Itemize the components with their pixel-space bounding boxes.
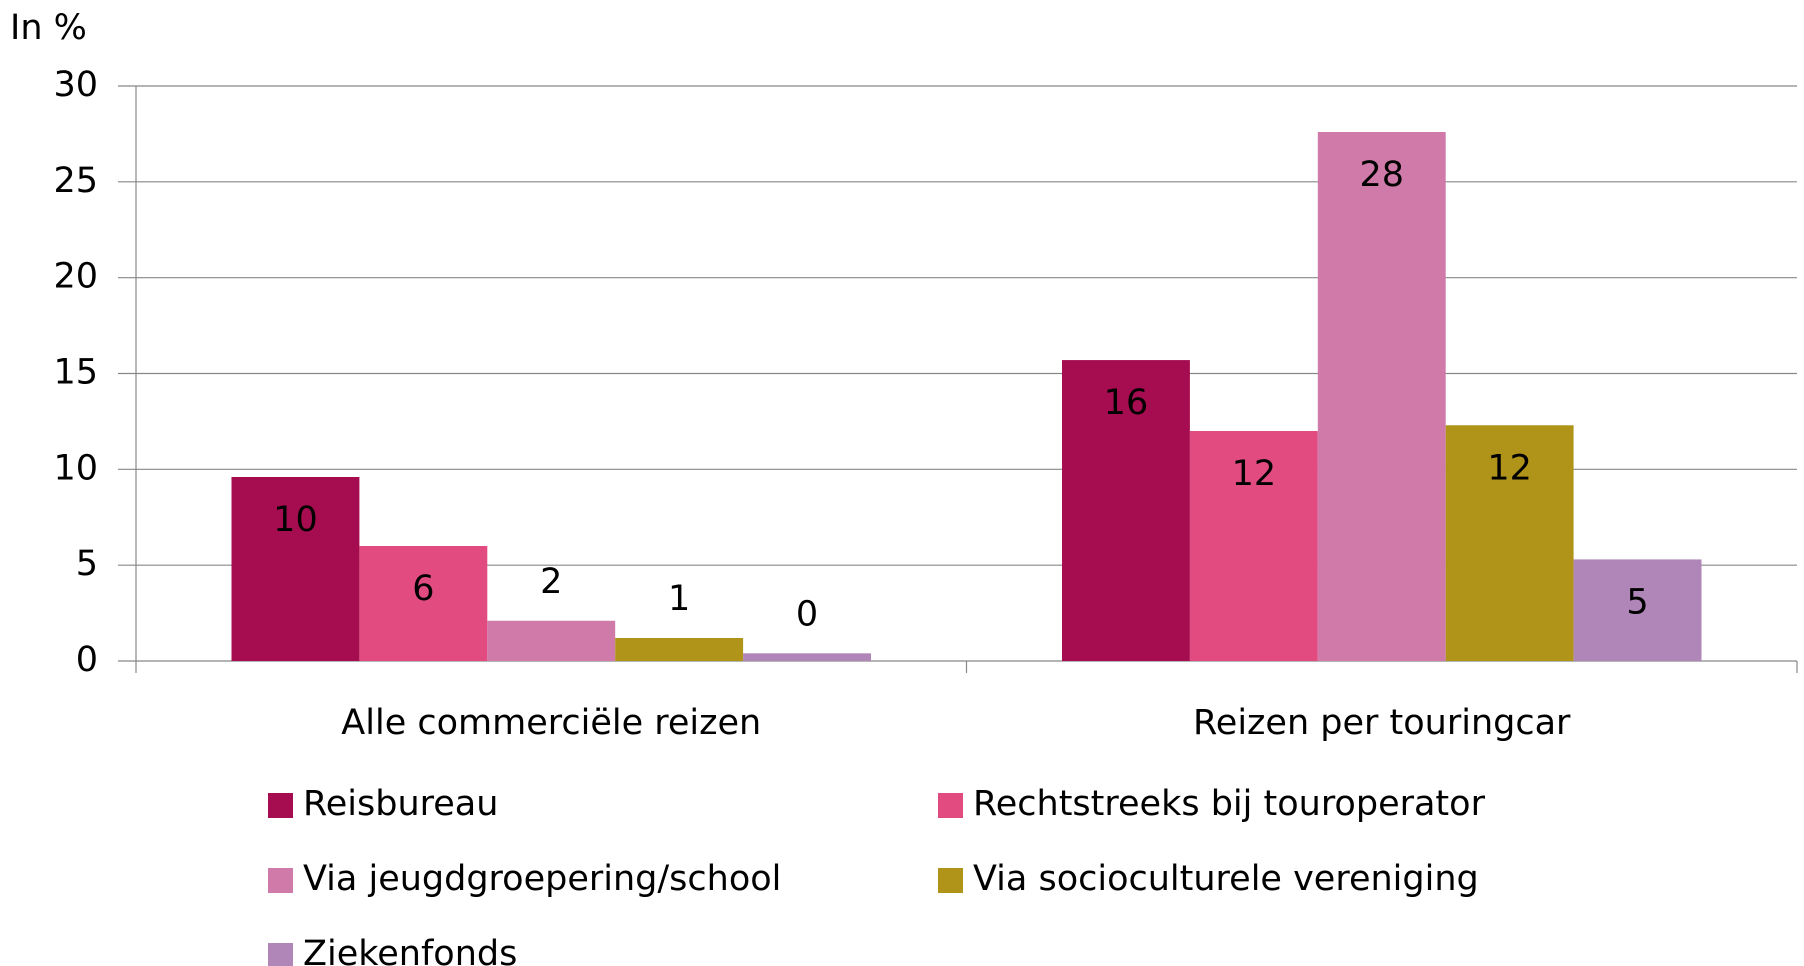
data-label: 10 [273,500,318,540]
data-label: 0 [796,594,818,634]
bar [615,638,744,661]
bar [231,477,360,661]
data-label: 12 [1232,454,1277,494]
data-label: 2 [540,562,562,602]
x-tick-label: Reizen per touringcar [1193,703,1571,743]
legend-label: Via socioculturele vereniging [973,859,1479,899]
bar [1573,559,1702,661]
legend-marker [268,793,293,818]
legend-marker [938,868,963,893]
y-tick-label: 5 [76,544,98,584]
legend-marker [938,793,963,818]
legend-marker [268,943,293,966]
data-label: 16 [1104,383,1149,423]
legend-label: Via jeugdgroepering/school [303,859,781,899]
data-label: 12 [1487,448,1532,488]
y-tick-label: 0 [76,640,98,680]
y-axis-label: In % [10,8,87,48]
data-label: 6 [412,569,434,609]
bar [743,653,871,661]
bar [1445,425,1574,661]
bar [359,546,488,661]
y-tick-label: 10 [53,448,98,488]
legend-label: Reisbureau [303,784,498,824]
x-tick-label: Alle commerciële reizen [341,703,761,743]
data-label: 28 [1359,155,1404,195]
bar [487,620,616,661]
legend-label: Ziekenfonds [303,934,517,966]
y-tick-label: 30 [53,65,98,105]
legend-marker [268,868,293,893]
bar [1062,360,1190,661]
legend-label: Rechtstreeks bij touroperator [973,784,1486,824]
data-label: 5 [1626,582,1648,622]
bar [1317,132,1446,661]
y-tick-label: 15 [53,353,98,393]
y-tick-label: 20 [53,257,98,297]
bar [1189,431,1318,661]
data-label: 1 [668,579,690,619]
y-tick-label: 25 [53,161,98,201]
